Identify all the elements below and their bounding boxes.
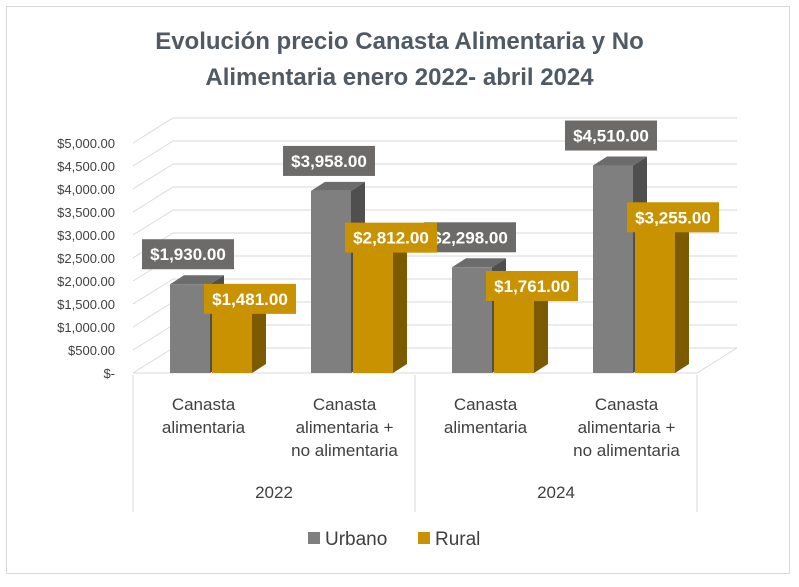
legend-label-rural: Rural bbox=[435, 529, 480, 550]
bar-urbano bbox=[170, 284, 210, 373]
data-label: $4,510.00 bbox=[573, 127, 649, 146]
data-label-box bbox=[627, 202, 719, 233]
x-category-label: alimentaria + bbox=[578, 418, 676, 437]
x-category-label: no alimentaria bbox=[291, 441, 398, 460]
y-tick-label: $3,500.00 bbox=[57, 205, 115, 220]
bar-urbano bbox=[452, 267, 492, 373]
gridline-side bbox=[132, 209, 174, 236]
bar-top-urbano bbox=[452, 258, 506, 268]
legend-swatch-urbano bbox=[308, 532, 320, 544]
x-category-label: Canasta bbox=[313, 395, 377, 414]
data-label: $1,481.00 bbox=[212, 290, 288, 309]
y-tick-label: $2,500.00 bbox=[57, 251, 115, 266]
y-tick-label: $4,500.00 bbox=[57, 159, 115, 174]
chart-title-line-2: Alimentaria enero 2022- abril 2024 bbox=[205, 64, 594, 91]
bar-top-urbano bbox=[593, 156, 647, 166]
y-tick-label: $1,500.00 bbox=[57, 297, 115, 312]
bar-top-urbano bbox=[311, 181, 365, 191]
gridline-side bbox=[132, 140, 174, 167]
y-tick-label: $3,000.00 bbox=[57, 228, 115, 243]
floor-right bbox=[696, 347, 738, 374]
data-label: $1,761.00 bbox=[494, 277, 570, 296]
legend-label-urbano: Urbano bbox=[325, 529, 387, 550]
gridline-side bbox=[132, 186, 174, 213]
data-label-box bbox=[283, 145, 375, 176]
bar-side-rural bbox=[675, 214, 689, 373]
y-tick-label: $1,000.00 bbox=[57, 320, 115, 335]
bar-side-rural bbox=[252, 295, 266, 373]
chart-title-line-1: Evolución precio Canasta Alimentaria y N… bbox=[155, 28, 644, 55]
data-label: $3,958.00 bbox=[291, 152, 367, 171]
bar-top-urbano bbox=[170, 275, 224, 285]
data-label-box bbox=[424, 222, 516, 253]
x-category-label: alimentaria bbox=[444, 418, 528, 437]
data-label-box bbox=[565, 120, 657, 151]
x-group-label: 2024 bbox=[537, 483, 575, 502]
gridline-side bbox=[132, 117, 174, 144]
x-category-label: Canasta bbox=[454, 395, 518, 414]
gridline-side bbox=[132, 347, 174, 374]
y-tick-label: $- bbox=[103, 366, 115, 381]
gridline-side bbox=[132, 301, 174, 328]
data-label-box bbox=[142, 239, 234, 270]
data-label-box bbox=[204, 283, 296, 314]
data-label: $2,812.00 bbox=[353, 229, 429, 248]
x-category-label: alimentaria + bbox=[296, 418, 394, 437]
data-label: $1,930.00 bbox=[150, 245, 226, 264]
x-group-label: 2022 bbox=[255, 483, 293, 502]
bar-urbano bbox=[593, 165, 633, 373]
bar-rural bbox=[494, 291, 534, 373]
data-label-box bbox=[486, 270, 578, 301]
gridline-side bbox=[132, 163, 174, 190]
data-label-box bbox=[345, 222, 437, 253]
chart-title: Evolución precio Canasta Alimentaria y N… bbox=[0, 24, 799, 96]
bar-side-rural bbox=[393, 234, 407, 373]
bar-rural bbox=[212, 304, 252, 373]
bar-rural bbox=[635, 223, 675, 373]
y-tick-label: $2,000.00 bbox=[57, 274, 115, 289]
gridline-side bbox=[132, 278, 174, 305]
legend-swatch-rural bbox=[418, 532, 430, 544]
y-tick-label: $5,000.00 bbox=[57, 136, 115, 151]
gridline-side bbox=[132, 324, 174, 351]
x-category-label: Canasta bbox=[595, 395, 659, 414]
data-label: $3,255.00 bbox=[635, 208, 711, 227]
y-tick-label: $4,000.00 bbox=[57, 182, 115, 197]
bar-side-rural bbox=[534, 282, 548, 373]
data-label: $2,298.00 bbox=[432, 228, 508, 247]
x-category-label: no alimentaria bbox=[573, 441, 680, 460]
x-category-label: Canasta bbox=[172, 395, 236, 414]
bar-urbano bbox=[311, 190, 351, 373]
bar-rural bbox=[353, 243, 393, 373]
y-tick-label: $500.00 bbox=[68, 343, 115, 358]
x-category-label: alimentaria bbox=[162, 418, 246, 437]
